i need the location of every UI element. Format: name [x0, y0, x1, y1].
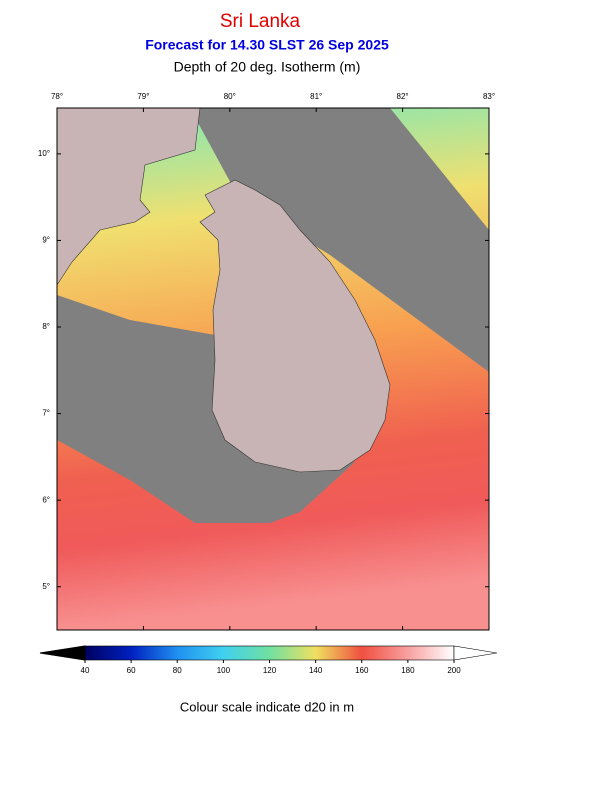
lat-tick-label: 10° — [38, 149, 50, 158]
lat-tick-label: 7° — [42, 409, 50, 418]
colorbar-high — [453, 645, 498, 661]
colorbar-low — [39, 645, 86, 661]
lon-tick-label: 79° — [137, 92, 149, 101]
map-frame — [56, 107, 490, 631]
colorbar-tick-label: 120 — [263, 666, 277, 675]
lon-tick-label: 83° — [483, 92, 495, 101]
lat-tick-label: 6° — [42, 495, 50, 504]
colorbar — [84, 645, 455, 661]
lon-tick-label: 80° — [224, 92, 236, 101]
colorbar-tick-label: 180 — [401, 666, 415, 675]
lat-tick-label: 9° — [42, 236, 50, 245]
colorbar-tick-label: 100 — [217, 666, 231, 675]
colorbar-tick-label: 60 — [127, 666, 136, 675]
india — [57, 108, 201, 286]
title: Sri Lanka — [220, 11, 301, 32]
colorbar-tick-label: 160 — [355, 666, 369, 675]
sri-lanka — [199, 179, 391, 473]
lat-tick-label: 8° — [42, 322, 50, 331]
colorbar-tick-label: 80 — [173, 666, 182, 675]
colorbar-tick-label: 200 — [447, 666, 461, 675]
lon-tick-label: 82° — [397, 92, 409, 101]
colorbar-tick-label: 40 — [81, 666, 90, 675]
colorbar-caption: Colour scale indicate d20 in m — [180, 699, 354, 714]
map — [57, 108, 489, 630]
no-data — [190, 108, 489, 372]
subtitle: Forecast for 14.30 SLST 26 Sep 2025 — [145, 37, 389, 53]
colorbar-tick-label: 140 — [309, 666, 323, 675]
variable: Depth of 20 deg. Isotherm (m) — [174, 59, 361, 75]
lon-tick-label: 78° — [51, 92, 63, 101]
lat-tick-label: 5° — [42, 582, 50, 591]
lon-tick-label: 81° — [310, 92, 322, 101]
